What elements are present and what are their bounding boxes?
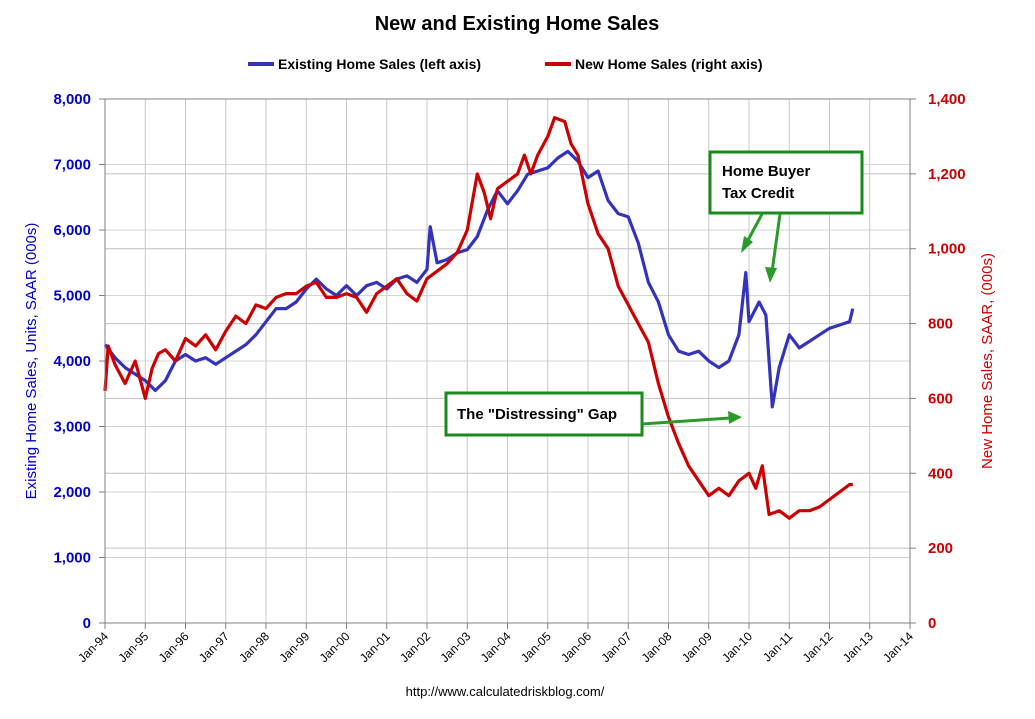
source-url: http://www.calculatedriskblog.com/ bbox=[406, 684, 605, 699]
plot-frame bbox=[104, 98, 911, 624]
y-left-tick-label: 8,000 bbox=[53, 91, 91, 108]
y-left-tick-label: 3,000 bbox=[53, 419, 91, 436]
x-tick-label: Jan-00 bbox=[317, 629, 353, 665]
y-left-tick-label: 7,000 bbox=[53, 157, 91, 174]
annotation-tax-credit-arrow2 bbox=[770, 213, 782, 273]
annotation-gap-box bbox=[444, 391, 644, 437]
x-tick-label: Jan-09 bbox=[679, 629, 715, 665]
x-tick-label: Jan-99 bbox=[277, 629, 313, 665]
x-tick-label: Jan-97 bbox=[196, 629, 232, 665]
x-tick-label: Jan-03 bbox=[438, 629, 474, 665]
y-right-tick-label: 1,400 bbox=[928, 91, 966, 108]
x-tick-label: Jan-05 bbox=[518, 629, 554, 665]
legend: Existing Home Sales (left axis) New Home… bbox=[248, 56, 763, 72]
x-tick-label: Jan-12 bbox=[800, 629, 836, 665]
x-tick-label: Jan-96 bbox=[156, 629, 192, 665]
y-left-tick-label: 0 bbox=[83, 615, 91, 632]
annotation-tax-credit-line1: Home Buyer bbox=[722, 163, 811, 180]
y-right-tick-label: 600 bbox=[928, 390, 953, 407]
y-right-tick-label: 400 bbox=[928, 465, 953, 482]
series-line-new bbox=[103, 116, 853, 520]
y-right-tick-label: 800 bbox=[928, 316, 953, 333]
x-tick-label: Jan-02 bbox=[397, 629, 433, 665]
y-right-tick-label: 200 bbox=[928, 540, 953, 557]
annotation-tax-credit-arrowhead2 bbox=[765, 267, 777, 283]
x-tick-label: Jan-13 bbox=[840, 629, 876, 665]
annotation-gap-arrowhead bbox=[728, 411, 742, 424]
y-right-tick-label: 0 bbox=[928, 615, 936, 632]
chart-title: New and Existing Home Sales bbox=[375, 13, 660, 35]
x-tick-label: Jan-10 bbox=[719, 629, 755, 665]
y-left-tick-label: 1,000 bbox=[53, 550, 91, 567]
annotation-tax-credit-line2: Tax Credit bbox=[722, 185, 794, 202]
x-tick-label: Jan-14 bbox=[880, 629, 916, 665]
annotation-gap-text: The "Distressing" Gap bbox=[457, 406, 617, 423]
x-tick-label: Jan-07 bbox=[599, 629, 635, 665]
annotation-tax-credit-box bbox=[708, 150, 864, 215]
y-right-tick-label: 1,200 bbox=[928, 166, 966, 183]
annotation-tax-credit: Home Buyer Tax Credit bbox=[708, 150, 864, 283]
x-tick-label: Jan-04 bbox=[478, 629, 514, 665]
x-tick-label: Jan-06 bbox=[558, 629, 594, 665]
annotation-gap: The "Distressing" Gap bbox=[444, 391, 742, 437]
x-tick-label: Jan-98 bbox=[236, 629, 272, 665]
y-axis-right-title: New Home Sales, SAAR, (000s) bbox=[979, 253, 996, 469]
series-lines bbox=[103, 116, 855, 520]
y-left-tick-label: 5,000 bbox=[53, 288, 91, 305]
legend-label-new: New Home Sales (right axis) bbox=[575, 56, 763, 72]
y-left-tick-label: 6,000 bbox=[53, 222, 91, 239]
x-tick-label: Jan-08 bbox=[639, 629, 675, 665]
y-right-tick-label: 1,000 bbox=[928, 241, 966, 258]
legend-label-existing: Existing Home Sales (left axis) bbox=[278, 56, 481, 72]
annotation-gap-arrow bbox=[641, 416, 731, 426]
y-axis-left-title: Existing Home Sales, Units, SAAR (000s) bbox=[23, 223, 40, 500]
y-left-tick-label: 2,000 bbox=[53, 484, 91, 501]
annotation-tax-credit-arrow1 bbox=[744, 213, 764, 245]
x-tick-label: Jan-95 bbox=[116, 629, 152, 665]
x-tick-label: Jan-11 bbox=[760, 629, 795, 664]
annotation-tax-credit-arrowhead1 bbox=[741, 236, 753, 253]
y-left-tick-label: 4,000 bbox=[53, 353, 91, 370]
x-tick-label: Jan-01 bbox=[357, 629, 393, 665]
x-tick-label: Jan-94 bbox=[75, 629, 111, 665]
